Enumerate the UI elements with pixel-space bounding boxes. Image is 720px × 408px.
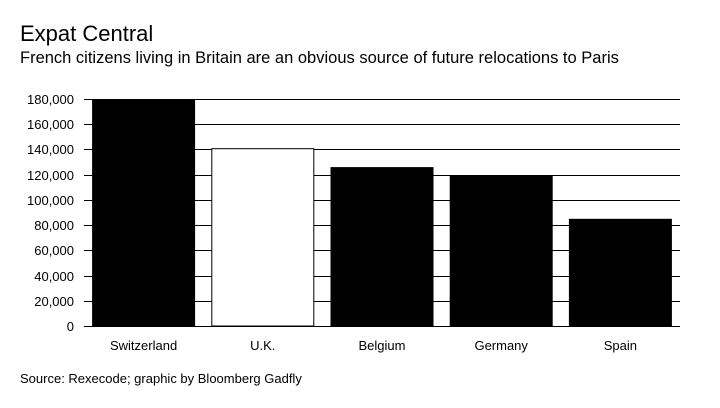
x-tick-label-3: Germany <box>474 338 528 353</box>
x-tick-label-0: Switzerland <box>110 338 177 353</box>
y-tick-label-2: 40,000 <box>34 269 74 284</box>
y-tick-label-8: 160,000 <box>27 117 74 132</box>
y-axis-tick-labels: 0 20,000 40,000 60,000 80,000 100,000 120,000 1… <box>27 92 74 334</box>
x-tick-label-4: Spain <box>604 338 637 353</box>
x-tick-label-1: U.K. <box>250 338 275 353</box>
y-tick-label-3: 60,000 <box>34 243 74 258</box>
y-tick-label-6: 120,000 <box>27 168 74 183</box>
chart-source: Source: Rexecode; graphic by Bloomberg G… <box>20 371 302 386</box>
x-tick-label-2: Belgium <box>359 338 406 353</box>
bars <box>92 99 672 327</box>
y-tick-label-5: 100,000 <box>27 193 74 208</box>
chart-subtitle: French citizens living in Britain are an… <box>20 49 619 67</box>
y-tick-label-7: 140,000 <box>27 142 74 157</box>
y-tick-label-4: 80,000 <box>34 218 74 233</box>
y-tick-label-0: 0 <box>67 319 74 334</box>
y-tick-label-9: 180,000 <box>27 92 74 107</box>
bar-switzerland <box>92 99 196 326</box>
bar-spain <box>568 218 672 326</box>
bar-belgium <box>330 167 434 326</box>
bar-germany <box>449 175 553 326</box>
x-axis-tick-labels: Switzerland U.K. Belgium Germany Spain <box>110 338 637 353</box>
chart-title: Expat Central <box>20 21 154 46</box>
y-tick-label-1: 20,000 <box>34 294 74 309</box>
bar-u-k <box>211 148 315 327</box>
